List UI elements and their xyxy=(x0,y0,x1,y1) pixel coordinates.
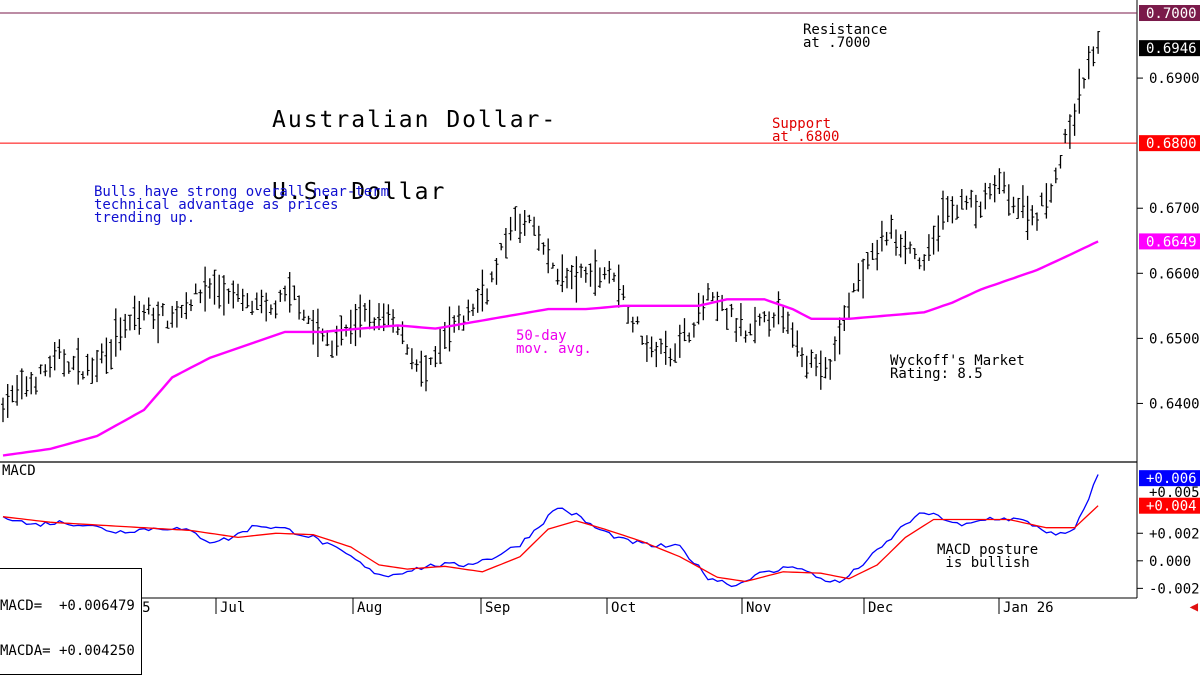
back-arrow-icon[interactable]: ◀ xyxy=(1189,599,1198,615)
x-tick-label: Jan 26 xyxy=(1003,600,1054,616)
last-price-tag: 0.6946 xyxy=(1146,41,1197,57)
macd-posture-annotation: MACD posture is bullish xyxy=(937,542,1039,571)
macd-panel-label: MACD xyxy=(2,463,36,479)
x-tick-label: Sep xyxy=(485,600,510,616)
macda-line xyxy=(2,505,1099,583)
title-line-2: U.S. Dollar xyxy=(272,179,447,205)
resistance-tag: 0.7000 xyxy=(1146,6,1197,22)
resistance-tag-bg xyxy=(1139,5,1200,22)
price-bars xyxy=(1,31,1101,423)
chart-canvas: 0.6400 0.6500 0.6600 0.6700 0.6900 0.7000 0.69… xyxy=(0,0,1200,616)
support-annotation: Support at .6800 xyxy=(772,116,840,145)
x-tick-label: Nov xyxy=(746,600,771,616)
bulls-annotation: Bulls have strong overall near-term tech… xyxy=(94,184,390,226)
macda-value: MACDA= +0.004250 xyxy=(0,643,135,659)
macd-y-tick-label: +0.002 xyxy=(1149,526,1200,542)
macd-readout: MACD= +0.006479 MACDA= +0.004250 xyxy=(0,568,142,675)
price-y-tick-label: 0.6700 xyxy=(1149,201,1200,217)
x-tick-label: Jul xyxy=(220,600,245,616)
price-y-tick-label: 0.6400 xyxy=(1149,396,1200,412)
macda-last-tag-bg xyxy=(1139,497,1200,514)
chart-title: Australian Dollar- U.S. Dollar xyxy=(272,60,557,228)
macd-value: MACD= +0.006479 xyxy=(0,598,135,614)
support-tag-bg xyxy=(1139,135,1200,152)
macd-y-tick-label: 0.000 xyxy=(1149,554,1191,570)
price-y-tick-label: 0.6600 xyxy=(1149,266,1200,282)
ma-last-tag-bg xyxy=(1139,233,1200,250)
macd-last-tag: +0.006 xyxy=(1146,471,1197,487)
ma-annotation: 50-day mov. avg. xyxy=(516,328,592,357)
x-tick-label: Oct xyxy=(611,600,636,616)
macd-extra-tick-label: +0.005 xyxy=(1149,485,1200,501)
wyckoff-annotation: Wyckoff's Market Rating: 8.5 xyxy=(890,353,1025,382)
ma-last-tag: 0.6649 xyxy=(1146,234,1197,250)
resistance-annotation: Resistance at .7000 xyxy=(803,22,888,51)
macd-last-tag-bg xyxy=(1139,470,1200,487)
x-tick-label: Aug xyxy=(357,600,382,616)
price-y-tick-label: 0.6900 xyxy=(1149,71,1200,87)
support-tag: 0.6800 xyxy=(1146,136,1197,152)
last-price-tag-bg xyxy=(1139,40,1200,57)
title-line-1: Australian Dollar- xyxy=(272,107,558,133)
x-tick-label: Dec xyxy=(868,600,893,616)
ma-50-line xyxy=(2,240,1099,457)
price-y-tick-label: 0.6500 xyxy=(1149,331,1200,347)
macd-line xyxy=(2,474,1099,588)
macd-y-tick-label: -0.002 xyxy=(1149,581,1200,597)
macda-last-tag: +0.004 xyxy=(1146,499,1197,515)
